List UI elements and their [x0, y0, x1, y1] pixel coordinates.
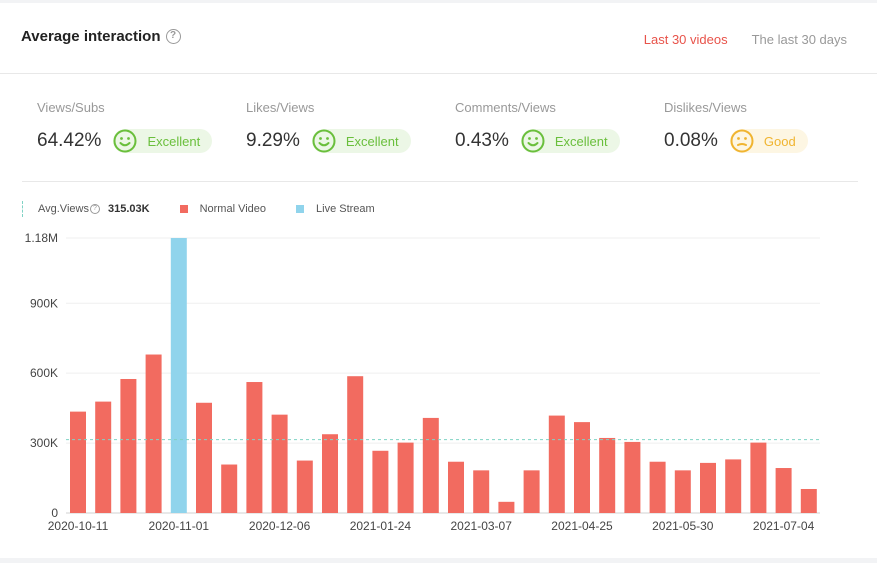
normal-video-bar[interactable] — [271, 414, 288, 513]
normal-video-bar[interactable] — [624, 441, 641, 513]
y-tick-label: 300K — [30, 436, 58, 450]
x-tick-label: 2021-07-04 — [753, 519, 815, 533]
smile-icon — [312, 129, 336, 153]
smile-icon — [521, 129, 545, 153]
normal-video-bar[interactable] — [372, 450, 389, 513]
y-tick-label: 600K — [30, 366, 58, 380]
avg-views-value: 315.03K — [107, 203, 150, 215]
normal-video-bar[interactable] — [674, 470, 691, 513]
rating-badge: Excellent — [520, 129, 620, 153]
normal-video-bar[interactable] — [221, 464, 238, 513]
legend-label: Live Stream — [316, 203, 375, 215]
period-tabs: Last 30 videos The last 30 days — [644, 32, 847, 47]
smile-icon — [113, 129, 137, 153]
x-tick-label: 2020-10-11 — [48, 519, 109, 533]
normal-video-bar[interactable] — [448, 461, 464, 513]
avg-views-label: Avg.Views — [38, 203, 89, 215]
normal-video-bar[interactable] — [523, 470, 540, 513]
normal-video-swatch — [179, 205, 188, 213]
card-header: Average interaction ? Last 30 videos The… — [0, 3, 877, 74]
help-icon[interactable]: ? — [165, 29, 181, 44]
normal-video-bar[interactable] — [548, 415, 565, 513]
metric-value: 0.08% — [664, 130, 718, 151]
normal-video-bar[interactable] — [574, 422, 590, 513]
bar-chart: 0 300K 600K 900K 1.18M 2020-10-11 2020-11-01 20… — [25, 231, 820, 533]
normal-video-bar[interactable] — [725, 459, 742, 513]
live-stream-bar[interactable] — [170, 238, 187, 513]
normal-video-bar[interactable] — [70, 411, 86, 513]
tab-last-30-days[interactable]: The last 30 days — [751, 32, 847, 47]
legend-item-live-stream[interactable]: Live Stream — [296, 203, 375, 215]
metric-label: Likes/Views — [246, 100, 315, 115]
normal-video-bar[interactable] — [296, 460, 313, 513]
average-interaction-card: Average interaction ? Last 30 videos The… — [0, 3, 877, 558]
legend-item-normal-video[interactable]: Normal Video — [179, 203, 267, 215]
metric-value: 9.29% — [246, 130, 300, 151]
metric-dislikes-views: Dislikes/Views 0.08% Good — [664, 100, 808, 153]
normal-video-bar[interactable] — [649, 461, 666, 513]
normal-video-bar[interactable] — [775, 468, 792, 513]
metric-label: Dislikes/Views — [664, 100, 747, 115]
rating-badge: Good — [729, 129, 808, 153]
normal-video-bar[interactable] — [95, 401, 112, 513]
x-tick-label: 2021-03-07 — [451, 519, 513, 533]
rating-badge: Excellent — [113, 129, 213, 153]
card-title: Average interaction ? — [21, 28, 181, 45]
x-tick-label: 2021-01-24 — [350, 519, 412, 533]
normal-video-bar[interactable] — [700, 462, 716, 513]
normal-video-bar[interactable] — [196, 402, 212, 513]
avg-help-icon[interactable]: ? — [89, 204, 100, 214]
normal-video-bar[interactable] — [473, 470, 490, 513]
normal-video-bar[interactable] — [599, 437, 616, 513]
rating-badge: Excellent — [311, 129, 411, 153]
normal-video-bar[interactable] — [145, 354, 162, 513]
normal-video-bar[interactable] — [322, 434, 338, 513]
neutral-face-icon — [730, 129, 754, 153]
metric-value: 0.43% — [455, 130, 509, 151]
normal-video-bar[interactable] — [498, 501, 515, 513]
chart-legend: Avg.Views ? 315.03K Normal Video Live St… — [22, 201, 405, 217]
metric-likes-views: Likes/Views 9.29% Excellent — [246, 100, 411, 153]
x-tick-label: 2020-12-06 — [249, 519, 311, 533]
normal-video-bar[interactable] — [750, 442, 767, 513]
x-tick-label: 2021-05-30 — [652, 519, 714, 533]
normal-video-bar[interactable] — [120, 378, 137, 513]
metric-value: 64.42% — [37, 130, 102, 151]
rating-label: Excellent — [554, 133, 608, 149]
normal-video-bar[interactable] — [800, 488, 817, 513]
y-tick-label: 1.18M — [25, 231, 58, 245]
rating-label: Good — [763, 133, 796, 149]
divider — [22, 181, 858, 182]
normal-video-bar[interactable] — [347, 376, 364, 513]
metric-comments-views: Comments/Views 0.43% Excellent — [455, 100, 620, 153]
rating-label: Excellent — [147, 133, 201, 149]
metrics-row: Views/Subs 64.42% Excellent Likes/Views … — [0, 100, 877, 170]
x-tick-label: 2021-04-25 — [551, 519, 613, 533]
normal-video-bar[interactable] — [422, 417, 439, 513]
metric-label: Views/Subs — [37, 100, 105, 115]
y-tick-label: 0 — [51, 506, 58, 520]
x-tick-label: 2020-11-01 — [149, 519, 210, 533]
rating-label: Excellent — [345, 133, 399, 149]
normal-video-bar[interactable] — [397, 442, 414, 513]
live-stream-swatch — [296, 205, 305, 213]
metric-label: Comments/Views — [455, 100, 556, 115]
metric-views-subs: Views/Subs 64.42% Excellent — [37, 100, 213, 153]
tab-last-30-videos[interactable]: Last 30 videos — [643, 32, 728, 47]
y-tick-label: 900K — [30, 296, 58, 310]
legend-label: Normal Video — [199, 203, 267, 215]
card-title-text: Average interaction — [21, 28, 161, 45]
normal-video-bar[interactable] — [246, 382, 263, 513]
avg-line-swatch — [22, 201, 23, 217]
